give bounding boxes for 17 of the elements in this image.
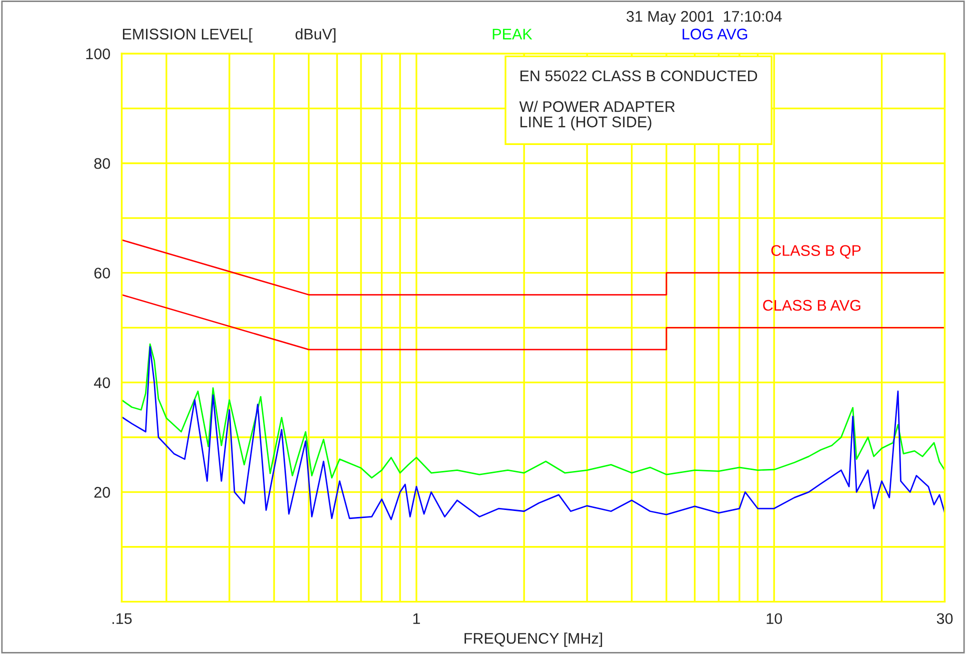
annotation: EN 55022 CLASS B CONDUCTED	[520, 70, 758, 82]
text: PEAK	[492, 28, 532, 40]
x-tick-label: 30	[936, 613, 953, 624]
y-tick-label: 100	[86, 48, 110, 60]
annotation: W/ POWER ADAPTER	[519, 100, 675, 112]
y-tick-label: 20	[94, 486, 110, 498]
text: 31 May 2001 17:10:04	[626, 11, 782, 25]
annotation: LINE 1 (HOT SIDE)	[520, 116, 652, 130]
x-tick-label: .15	[112, 613, 132, 624]
x-tick-label: 10	[766, 613, 782, 624]
y-tick-label: 60	[94, 268, 110, 279]
text: LOG AVG	[682, 28, 748, 40]
x-tick-label: 1	[413, 613, 420, 624]
y-tick-label: 80	[94, 158, 110, 169]
y-axis-title: EMISSION LEVEL[ dBuV]	[122, 28, 336, 43]
x-axis-title: FREQUENCY [MHz]	[464, 632, 602, 647]
y-tick-label: 40	[94, 377, 110, 388]
